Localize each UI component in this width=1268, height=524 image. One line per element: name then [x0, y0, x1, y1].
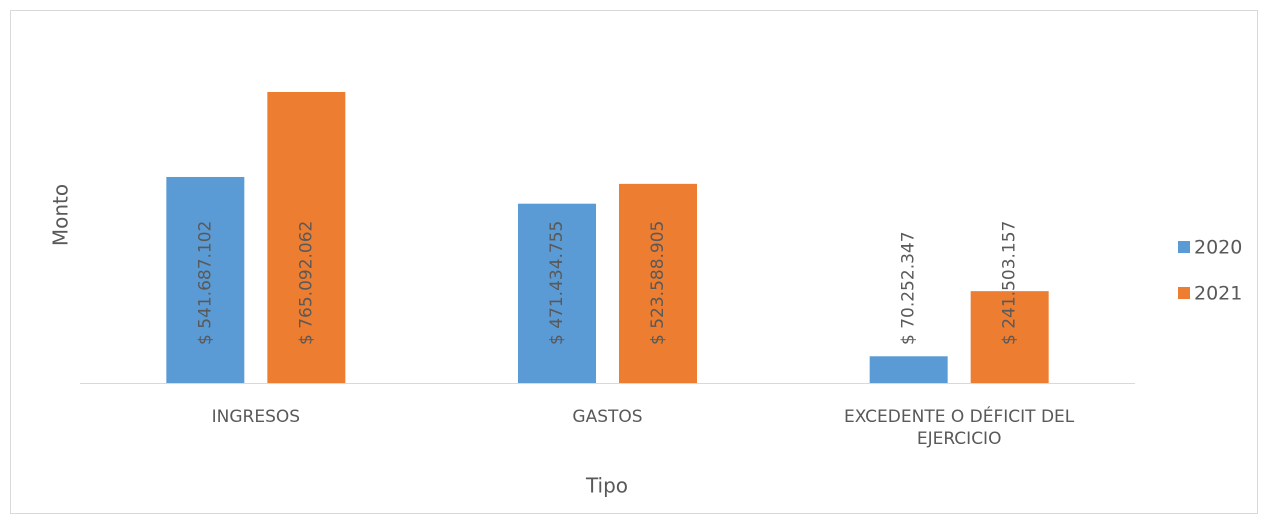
bar — [267, 92, 346, 383]
chart-border — [10, 10, 1258, 514]
data-label: $ 241.503.157 — [1000, 221, 1020, 345]
bar — [166, 176, 245, 383]
x-tick-label: GASTOS — [572, 407, 643, 427]
bar — [970, 291, 1049, 383]
data-label: $ 541.687.102 — [195, 221, 215, 345]
bar — [869, 356, 948, 383]
x-axis-title: Tipo — [585, 474, 628, 498]
data-label: $ 70.252.347 — [899, 231, 919, 345]
legend-label: 2021 — [1194, 283, 1242, 305]
data-label: $ 523.588.905 — [648, 221, 668, 345]
data-label: $ 765.092.062 — [296, 221, 316, 345]
bar — [518, 203, 596, 383]
bar — [619, 183, 697, 383]
legend-swatch — [1178, 241, 1190, 253]
x-tick-label: EXCEDENTE O DÉFICIT DEL EJERCICIO — [844, 407, 1075, 449]
y-axis-title: Monto — [49, 184, 73, 246]
x-tick-label: INGRESOS — [211, 407, 301, 427]
data-label: $ 471.434.755 — [547, 221, 567, 345]
legend-swatch — [1178, 287, 1190, 299]
legend-label: 2020 — [1194, 237, 1242, 259]
